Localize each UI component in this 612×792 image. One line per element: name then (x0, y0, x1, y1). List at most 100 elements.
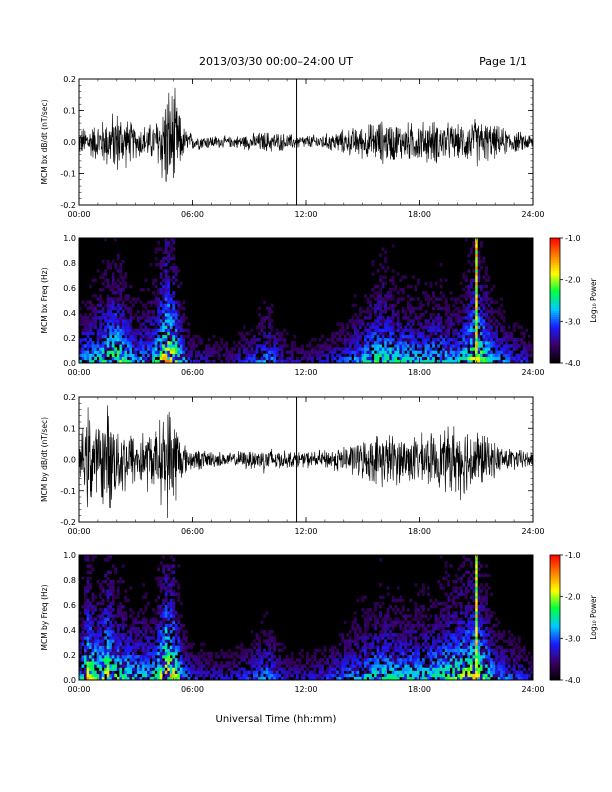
spectrogram-cell (121, 664, 125, 668)
spectrogram-cell (414, 661, 418, 665)
spectrogram-cell (121, 614, 125, 618)
spectrogram-cell (401, 633, 405, 637)
spectrogram-cell (94, 347, 97, 351)
spectrogram-cell (167, 601, 171, 606)
spectrogram-cell (346, 658, 350, 662)
spectrogram-cell (164, 344, 168, 348)
spectrogram-cell (89, 319, 92, 323)
spectrogram-cell (220, 661, 224, 665)
spectrogram-cell (106, 667, 110, 671)
spectrogram-cell (167, 673, 171, 678)
spectrogram-cell (152, 608, 155, 612)
spectrogram-cell (472, 244, 476, 248)
spectrogram-cell (318, 664, 322, 668)
spectrogram-cell (384, 614, 388, 618)
spectrogram-cell (323, 673, 327, 678)
spectrogram-cell (384, 344, 388, 348)
spectrogram-cell (439, 353, 443, 358)
spectrogram-cell (348, 341, 352, 345)
spectrogram-cell (159, 586, 163, 590)
spectrogram-cell (381, 658, 385, 662)
spectrogram-cell (129, 328, 133, 333)
spectrogram-cell (306, 350, 309, 354)
spectrogram-cell (96, 633, 100, 637)
spectrogram-cell (414, 350, 418, 354)
spectrogram-cell (381, 595, 385, 600)
spectrogram-cell (371, 334, 375, 339)
spectrogram-cell (293, 670, 297, 675)
spectrogram-cell (124, 658, 128, 662)
spectrogram-cell (487, 325, 491, 329)
spectrogram-cell (258, 325, 261, 329)
spectrogram-cell (482, 322, 486, 326)
spectrogram-cell (260, 325, 264, 329)
spectrogram-cell (106, 350, 110, 354)
spectrogram-cell (434, 620, 438, 625)
spectrogram-cell (389, 353, 393, 358)
spectrogram-cell (172, 658, 176, 662)
spectrogram-cell (411, 353, 415, 358)
spectrogram-cell (237, 655, 241, 659)
spectrogram-cell (84, 555, 87, 559)
spectrogram-cell (260, 359, 264, 364)
spectrogram-cell (384, 648, 388, 653)
spectrogram-cell (379, 359, 382, 364)
spectrogram-cell (164, 676, 168, 681)
spectrogram-cell (495, 309, 498, 314)
spectrogram-cell (490, 319, 493, 323)
spectrogram-cell (444, 297, 448, 301)
spectrogram-cell (371, 670, 375, 675)
colorbar-step (550, 340, 560, 343)
spectrogram-cell (94, 661, 97, 665)
spectrogram-cell (424, 334, 428, 339)
spectrogram-cell (144, 303, 148, 308)
spectrogram-cell (298, 347, 302, 351)
spectrogram-cell (449, 313, 453, 317)
spectrogram-cell (366, 322, 370, 326)
spectrogram-cell (169, 344, 173, 348)
spectrogram-cell (376, 670, 380, 675)
spectrogram-cell (164, 658, 168, 662)
spectrogram-cell (157, 676, 161, 681)
spectrogram-cell (121, 281, 125, 286)
spectrogram-cell (134, 648, 138, 653)
spectrogram-cell (288, 350, 292, 354)
spectrogram-cell (126, 347, 130, 351)
spectrogram-cell (220, 667, 224, 671)
spectrogram-cell (399, 278, 403, 283)
spectrogram-cell (86, 630, 90, 634)
spectrogram-cell (101, 611, 105, 615)
spectrogram-cell (167, 322, 171, 326)
spectrogram-cell (131, 623, 135, 628)
spectrogram-cell (182, 341, 186, 345)
spectrogram-cell (482, 303, 486, 308)
spectrogram-cell (109, 580, 113, 584)
spectrogram-cell (338, 353, 342, 358)
spectrogram-cell (399, 673, 403, 678)
spectrogram-cell (437, 322, 440, 326)
spectrogram-cell (187, 655, 191, 659)
spectrogram-cell (416, 670, 420, 675)
spectrogram-cell (464, 334, 468, 339)
spectrogram-cell (197, 661, 201, 665)
spectrogram-cell (149, 322, 153, 326)
spectrogram-cell (167, 244, 171, 248)
spectrogram-cell (101, 676, 105, 681)
spectrogram-cell (487, 347, 491, 351)
spectrogram-cell (502, 344, 506, 348)
spectrogram-cell (273, 664, 277, 668)
spectrogram-cell (374, 617, 377, 621)
spectrogram-cell (379, 322, 382, 326)
spectrogram-cell (391, 655, 395, 659)
spectrogram-cell (101, 350, 105, 354)
spectrogram-cell (162, 636, 166, 640)
spectrogram-cell (348, 630, 352, 634)
spectrogram-cell (169, 238, 173, 242)
spectrogram-cell (273, 639, 277, 643)
spectrogram-cell (525, 328, 529, 333)
colorbar-step (550, 329, 560, 333)
spectrogram-cell (139, 344, 143, 348)
spectrogram-cell (263, 334, 266, 339)
spectrogram-cell (480, 241, 483, 245)
spectrogram-cell (172, 303, 176, 308)
